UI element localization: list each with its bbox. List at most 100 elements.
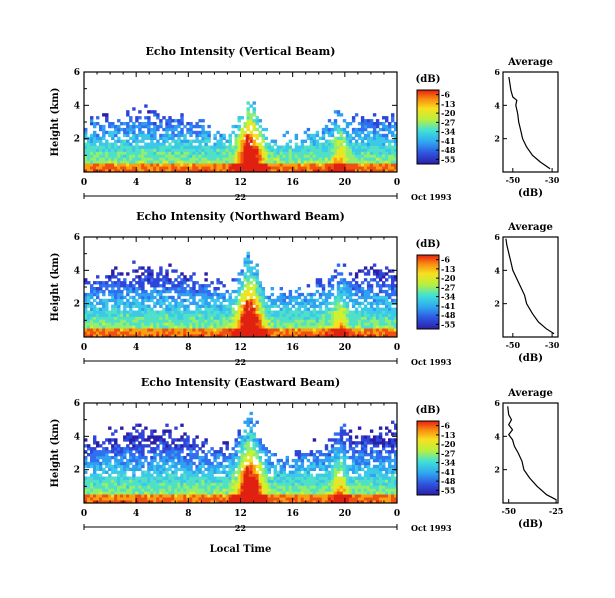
heatmap-cell	[90, 488, 94, 492]
heatmap-cell	[147, 461, 151, 466]
x-tick-label: 0	[394, 178, 400, 188]
heatmap-cell	[117, 476, 121, 480]
heatmap-cell	[228, 139, 232, 143]
heatmap-cell	[162, 154, 166, 158]
heatmap-cell	[147, 278, 151, 282]
heatmap-cell	[360, 124, 365, 129]
heatmap-cell	[261, 136, 266, 141]
heatmap-cell	[315, 497, 320, 501]
heatmap-cell	[237, 310, 241, 314]
heatmap-cell	[318, 310, 323, 314]
heatmap-cell	[117, 497, 121, 501]
heatmap-cell	[315, 133, 320, 138]
heatmap-cell	[123, 316, 127, 320]
heatmap-cell	[168, 464, 172, 469]
heatmap-cell	[204, 307, 208, 311]
heatmap-cell	[231, 307, 235, 311]
heatmap-cell	[282, 497, 287, 501]
heatmap-cell	[186, 458, 190, 463]
heatmap-cell	[237, 494, 241, 498]
heatmap-cell	[150, 169, 154, 173]
heatmap-cell	[282, 169, 287, 173]
heatmap-cell	[385, 284, 389, 288]
heatmap-cell	[141, 133, 145, 138]
heatmap-cell	[87, 500, 91, 504]
heatmap-cell	[144, 151, 148, 155]
heatmap-cell	[382, 139, 386, 143]
heatmap-cell	[294, 301, 299, 306]
heatmap-cell	[210, 163, 214, 167]
heatmap-cell	[321, 310, 326, 314]
heatmap-cell	[195, 310, 199, 314]
heatmap-cell	[132, 122, 136, 126]
heatmap-cell	[114, 328, 118, 332]
heatmap-cell	[126, 500, 130, 504]
heatmap-cell	[150, 313, 154, 317]
heatmap-cell	[336, 310, 341, 314]
heatmap-cell	[90, 169, 94, 173]
heatmap-cell	[150, 450, 154, 454]
heatmap-cell	[327, 453, 332, 457]
heatmap-cell	[366, 307, 371, 311]
heatmap-cell	[204, 494, 208, 498]
heatmap-cell	[231, 328, 235, 332]
heatmap-cell	[93, 304, 97, 308]
heatmap-cell	[126, 444, 130, 448]
heatmap-cell	[192, 455, 196, 460]
heatmap-cell	[126, 292, 130, 297]
heatmap-cell	[189, 287, 193, 291]
heatmap-cell	[138, 110, 142, 114]
heatmap-cell	[129, 136, 133, 141]
heatmap-cell	[210, 334, 214, 338]
heatmap-cell	[318, 328, 323, 332]
heatmap-cell	[339, 148, 344, 152]
heatmap-cell	[204, 136, 208, 141]
heatmap-cell	[321, 461, 326, 466]
heatmap-cell	[372, 319, 377, 323]
heatmap-cell	[222, 482, 226, 486]
heatmap-cell	[132, 488, 136, 492]
heatmap-cell	[96, 151, 100, 155]
heatmap-cell	[246, 101, 250, 105]
heatmap-cell	[306, 500, 311, 504]
heatmap-cell	[102, 163, 106, 167]
heatmap-cell	[147, 127, 151, 132]
heatmap-cell	[351, 163, 356, 167]
heatmap-cell	[267, 334, 272, 338]
heatmap-cell	[168, 148, 172, 152]
heatmap-cell	[385, 124, 389, 129]
heatmap-cell	[231, 473, 235, 477]
heatmap-cell	[385, 295, 389, 300]
heatmap-cell	[255, 441, 259, 445]
heatmap-cell	[201, 157, 205, 161]
heatmap-cell	[102, 497, 106, 501]
heatmap-cell	[126, 488, 130, 492]
heatmap-cell	[126, 458, 130, 463]
heatmap-cell	[270, 497, 275, 501]
heatmap-cell	[312, 313, 317, 317]
heatmap-cell	[282, 304, 287, 308]
heatmap-cell	[117, 319, 121, 323]
heatmap-cell	[363, 304, 368, 308]
heatmap-cell	[372, 166, 377, 170]
heatmap-cell	[306, 136, 311, 141]
heatmap-cell	[385, 289, 389, 294]
heatmap-cell	[96, 116, 100, 120]
heatmap-cell	[222, 154, 226, 158]
heatmap-cell	[177, 119, 181, 123]
heatmap-cell	[255, 438, 259, 442]
heatmap-cell	[207, 334, 211, 338]
heatmap-cell	[90, 119, 94, 123]
heatmap-cell	[96, 145, 100, 149]
heatmap-cell	[207, 313, 211, 317]
heatmap-cell	[222, 491, 226, 495]
heatmap-cell	[171, 328, 175, 332]
heatmap-cell	[216, 331, 220, 335]
heatmap-cell	[189, 494, 193, 498]
heatmap-cell	[300, 482, 305, 486]
heatmap-cell	[141, 301, 145, 306]
heatmap-cell	[162, 160, 166, 164]
heatmap-cell	[87, 453, 91, 457]
heatmap-cell	[105, 116, 109, 120]
heatmap-cell	[336, 304, 341, 308]
